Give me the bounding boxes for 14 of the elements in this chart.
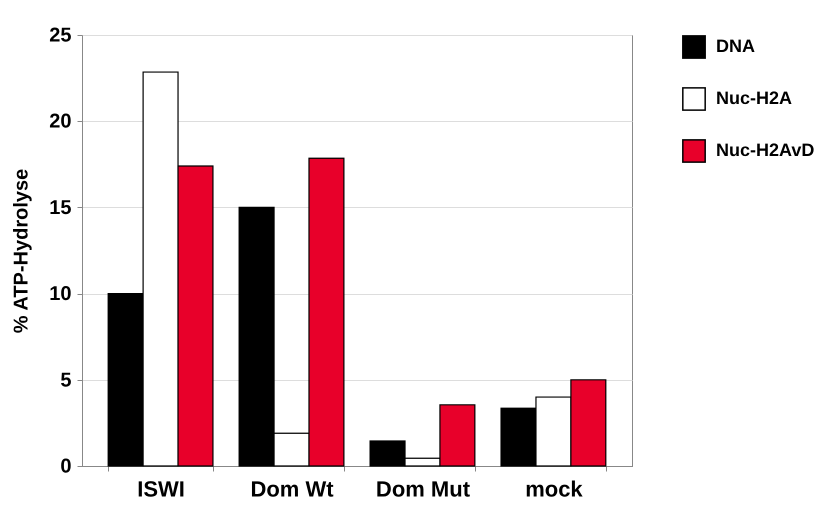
legend-label: DNA: [716, 36, 755, 56]
y-tick-label: 15: [49, 196, 72, 219]
x-tick-label: mock: [525, 476, 584, 502]
y-tick-label: 10: [49, 283, 72, 306]
y-axis-title: % ATP-Hydrolyse: [10, 168, 32, 334]
y-tick-label: 0: [60, 456, 72, 478]
x-tick-label: ISWI: [137, 476, 185, 502]
legend-label: Nuc-H2AvD: [716, 140, 814, 160]
y-tick-label: 25: [49, 24, 72, 46]
y-tick-label: 5: [60, 369, 72, 392]
y-tick-label: 20: [49, 110, 72, 133]
x-tick-label: Dom Wt: [250, 476, 334, 502]
legend-label: Nuc-H2A: [716, 88, 792, 108]
x-tick-label: Dom Mut: [376, 476, 471, 502]
